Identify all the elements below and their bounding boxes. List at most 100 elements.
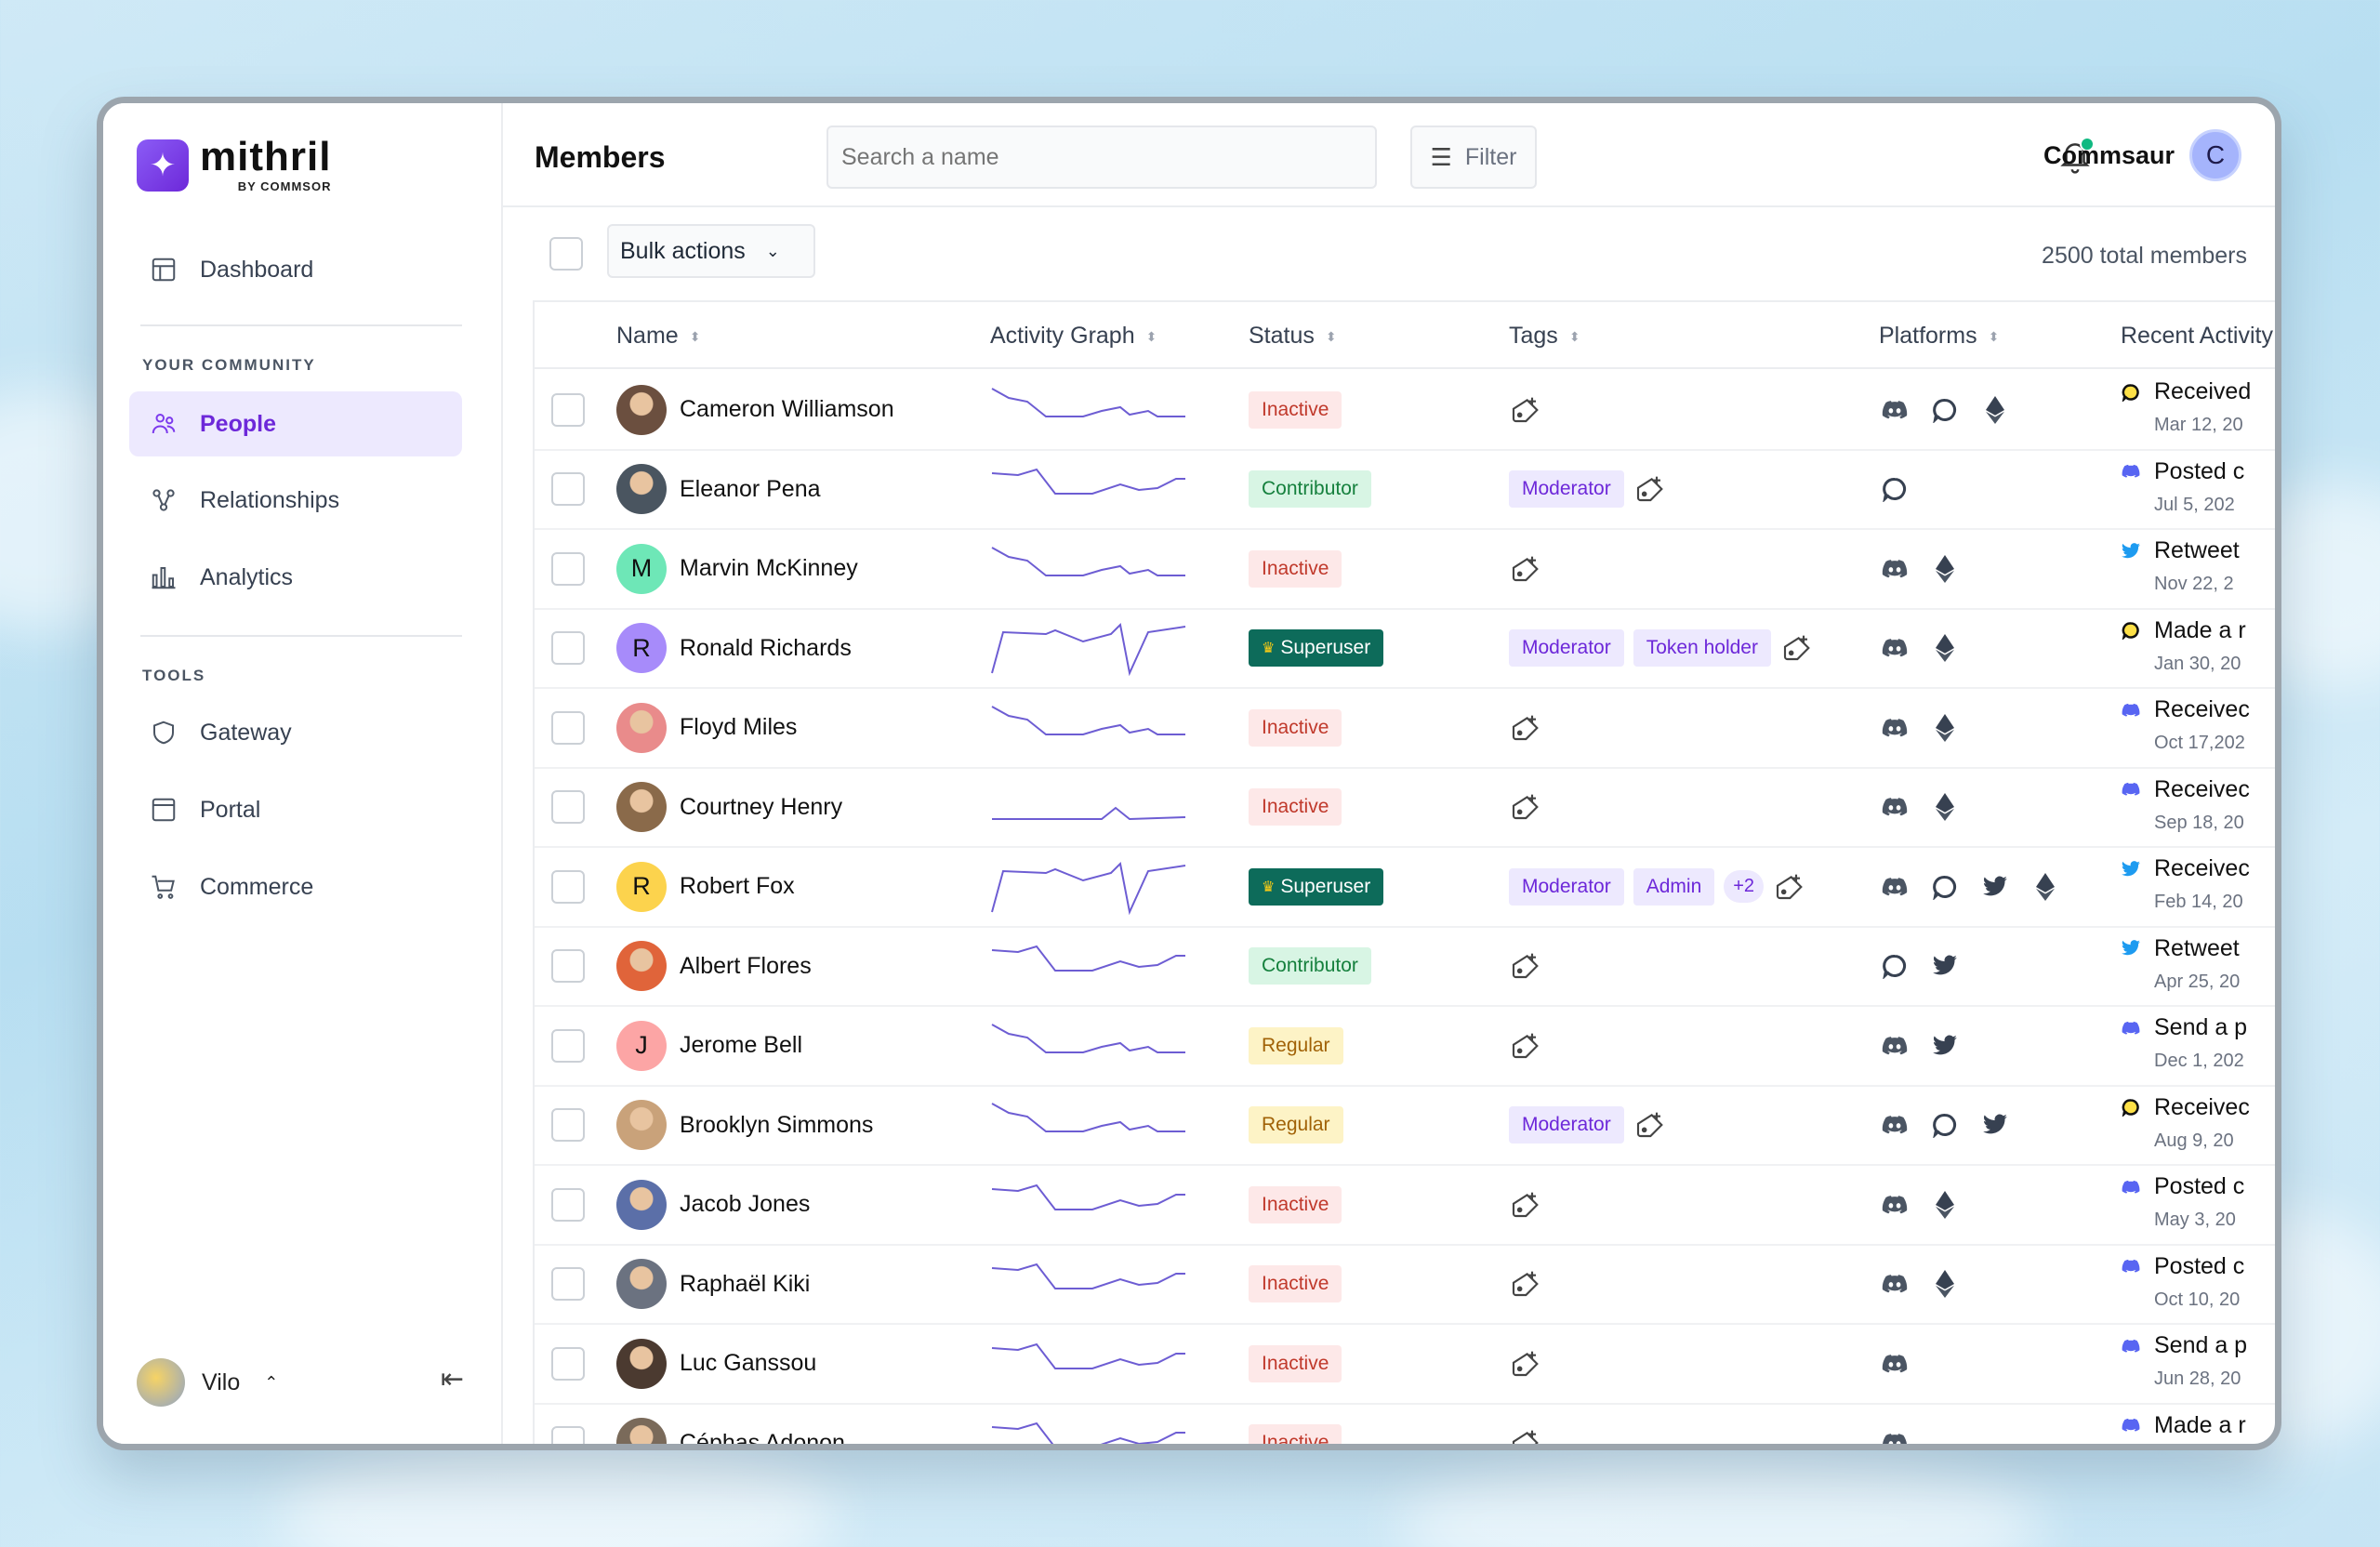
twitter-icon	[2122, 542, 2140, 558]
sidebar-item-analytics[interactable]: Analytics	[129, 545, 462, 610]
row-checkbox[interactable]	[551, 949, 585, 984]
add-tag-button[interactable]	[1509, 712, 1540, 744]
add-tag-button[interactable]	[1633, 1109, 1665, 1141]
add-tag-button[interactable]	[1509, 1189, 1540, 1221]
member-name[interactable]: Robert Fox	[680, 873, 795, 900]
tag-chip[interactable]: Token holder	[1633, 629, 1771, 668]
add-tag-button[interactable]	[1509, 553, 1540, 585]
table-row[interactable]: Brooklyn Simmons Regular Moderator Receivec…	[535, 1087, 2275, 1166]
add-tag-button[interactable]	[1780, 632, 1812, 664]
sidebar-item-label: Gateway	[200, 719, 292, 746]
row-checkbox[interactable]	[551, 869, 585, 904]
table-row[interactable]: Luc Ganssou Inactive Send a p Jun 28, 20	[535, 1325, 2275, 1405]
row-checkbox[interactable]	[551, 710, 585, 745]
filter-button[interactable]: ☰ Filter	[1410, 126, 1537, 189]
table-row[interactable]: J Jerome Bell Regular Send a p Dec 1, 202	[535, 1007, 2275, 1087]
member-name[interactable]: Jerome Bell	[680, 1032, 802, 1059]
select-all-checkbox[interactable]	[549, 237, 583, 271]
sidebar-item-dashboard[interactable]: Dashboard	[129, 237, 462, 302]
row-checkbox[interactable]	[551, 1108, 585, 1143]
row-checkbox[interactable]	[551, 551, 585, 586]
sidebar-item-portal[interactable]: Portal	[129, 777, 462, 842]
member-name[interactable]: Cameron Williamson	[680, 396, 894, 423]
row-checkbox[interactable]	[551, 1346, 585, 1381]
add-tag-button[interactable]	[1509, 791, 1540, 823]
tag-chip[interactable]: Moderator	[1509, 867, 1624, 906]
add-tag-button[interactable]	[1509, 1427, 1540, 1444]
discord-icon	[1882, 639, 1908, 657]
row-checkbox[interactable]	[551, 472, 585, 507]
add-tag-icon	[1512, 1351, 1539, 1376]
table-row[interactable]: M Marvin McKinney Inactive Retweet Nov 22, 2	[535, 530, 2275, 610]
member-name[interactable]: Luc Ganssou	[680, 1350, 817, 1377]
table-row[interactable]: Eleanor Pena Contributor Moderator Posted c…	[535, 451, 2275, 530]
add-tag-button[interactable]	[1633, 473, 1665, 505]
tag-chip[interactable]: Moderator	[1509, 1106, 1624, 1144]
table-row[interactable]: Floyd Miles Inactive Receivec Oct 17,202	[535, 689, 2275, 769]
activity-source-icon	[2121, 1018, 2141, 1038]
sidebar-item-relationships[interactable]: Relationships	[129, 468, 462, 533]
member-name[interactable]: Ronald Richards	[680, 634, 852, 661]
table-row[interactable]: R Ronald Richards ♛ Superuser Moderator Token…	[535, 610, 2275, 689]
add-tag-button[interactable]	[1509, 1348, 1540, 1380]
column-header-name[interactable]: Name ⬍	[616, 323, 700, 350]
row-checkbox[interactable]	[551, 392, 585, 427]
member-name[interactable]: Brooklyn Simmons	[680, 1111, 874, 1138]
table-row[interactable]: Courtney Henry Inactive Receivec Sep 18, 20	[535, 769, 2275, 848]
column-header-status[interactable]: Status ⬍	[1249, 323, 1337, 350]
notifications-button[interactable]	[2057, 137, 2095, 178]
tag-chip[interactable]: Moderator	[1509, 629, 1624, 668]
add-tag-button[interactable]	[1773, 871, 1805, 903]
column-label: Status	[1249, 323, 1315, 349]
tag-chip[interactable]: Admin	[1633, 867, 1715, 906]
member-name[interactable]: Raphaël Kiki	[680, 1270, 811, 1297]
row-checkbox[interactable]	[551, 1426, 585, 1444]
column-header-platforms[interactable]: Platforms ⬍	[1879, 323, 1999, 350]
member-name[interactable]: Jacob Jones	[680, 1191, 811, 1218]
row-checkbox[interactable]	[551, 631, 585, 666]
avatar	[616, 384, 667, 435]
table-row[interactable]: R Robert Fox ♛ Superuser Moderator Admin +2 Rec…	[535, 848, 2275, 928]
status-badge: Regular	[1249, 1106, 1343, 1144]
twitter-icon	[1983, 876, 2007, 896]
table-row[interactable]: Raphaël Kiki Inactive Posted c Oct 10, 20	[535, 1246, 2275, 1325]
member-name[interactable]: Céphas Adonon	[680, 1429, 845, 1450]
tag-chip[interactable]: Moderator	[1509, 470, 1624, 509]
table-row[interactable]: Albert Flores Contributor Retweet Apr 25, 2…	[535, 928, 2275, 1007]
member-name[interactable]: Eleanor Pena	[680, 475, 821, 502]
column-header-activity-graph[interactable]: Activity Graph ⬍	[990, 323, 1157, 350]
sidebar-item-commerce[interactable]: Commerce	[129, 854, 462, 919]
member-name[interactable]: Courtney Henry	[680, 793, 843, 820]
row-checkbox[interactable]	[551, 1028, 585, 1063]
user-menu[interactable]: Vilo ⌃	[137, 1358, 278, 1407]
add-tag-button[interactable]	[1509, 950, 1540, 982]
add-tag-button[interactable]	[1509, 1030, 1540, 1062]
row-checkbox[interactable]	[551, 1187, 585, 1222]
chat-circle-icon	[2122, 383, 2139, 402]
add-tag-button[interactable]	[1509, 394, 1540, 426]
activity-source-icon	[2121, 382, 2141, 403]
sidebar-item-label: Analytics	[200, 563, 294, 590]
search-input[interactable]	[826, 126, 1377, 189]
more-tags-badge[interactable]: +2	[1724, 870, 1765, 904]
sidebar-item-gateway[interactable]: Gateway	[129, 700, 462, 765]
table-row[interactable]: Jacob Jones Inactive Posted c May 3, 20	[535, 1166, 2275, 1246]
chat-circle-icon	[1933, 1114, 1956, 1139]
column-header-recent-activity[interactable]: Recent Activity	[2121, 323, 2273, 350]
row-checkbox[interactable]	[551, 790, 585, 825]
member-name[interactable]: Floyd Miles	[680, 714, 798, 741]
platform-eth	[1929, 553, 1961, 585]
add-tag-button[interactable]	[1509, 1268, 1540, 1300]
account-menu[interactable]: Commsaur C	[2043, 129, 2241, 181]
row-checkbox[interactable]	[551, 1267, 585, 1302]
member-name[interactable]: Marvin McKinney	[680, 555, 858, 582]
activity-sparkline	[991, 705, 1185, 735]
collapse-sidebar-icon[interactable]: ⇤	[440, 1364, 464, 1395]
table-row[interactable]: Céphas Adonon Inactive Made a r	[535, 1405, 2275, 1450]
column-header-tags[interactable]: Tags ⬍	[1509, 323, 1580, 350]
sidebar-item-people[interactable]: People	[129, 391, 462, 456]
brand-logo[interactable]: ✦ mithril BY COMMSOR	[137, 137, 331, 193]
bulk-actions-dropdown[interactable]: Bulk actions ⌄	[607, 224, 815, 278]
table-row[interactable]: Cameron Williamson Inactive Received Mar 12…	[535, 371, 2275, 451]
member-name[interactable]: Albert Flores	[680, 952, 812, 979]
